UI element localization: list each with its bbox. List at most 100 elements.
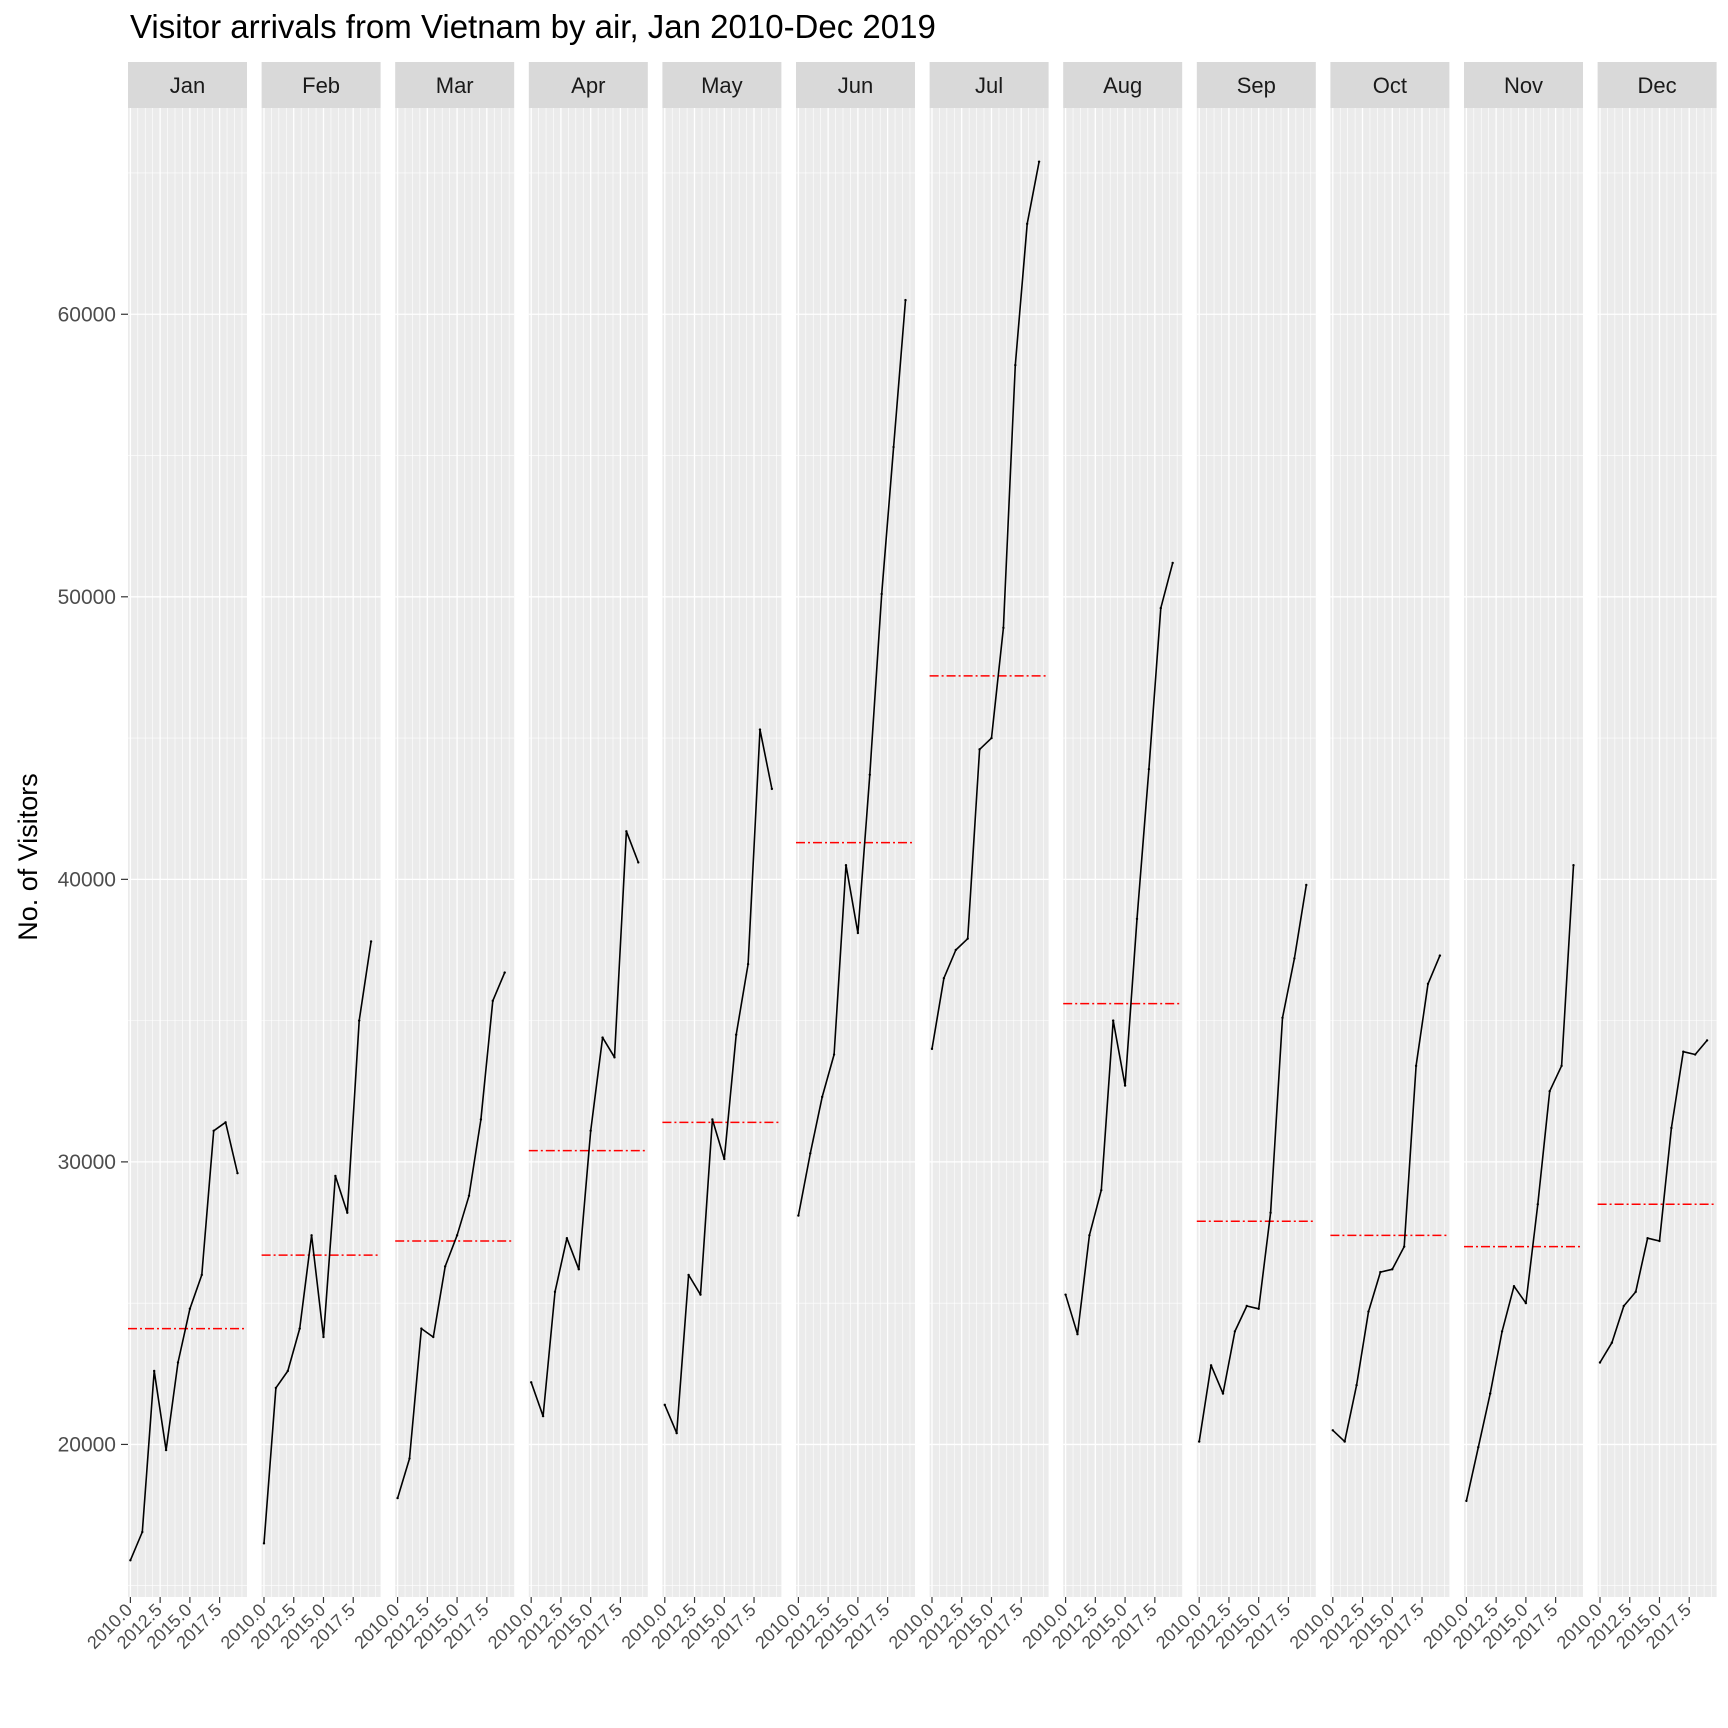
facet-strip [1196,62,1316,108]
facet-strip [261,62,381,108]
data-point [565,1236,569,1240]
data-point [734,1033,738,1036]
data-point [1002,626,1005,630]
y-axis: 20000 30000 40000 50000 60000 [58,303,128,1456]
data-point [1076,1333,1079,1336]
data-point [797,1214,800,1217]
data-point [1477,1446,1480,1449]
data-point [200,1273,203,1277]
data-point [1548,1090,1551,1093]
series-line [1599,1039,1708,1363]
facet-strip-label: Jul [975,73,1003,98]
data-point [880,592,883,596]
data-point [346,1211,349,1214]
y-tick-label: 20000 [58,1433,116,1456]
panel-background [796,108,915,1597]
data-point [699,1293,702,1296]
data-point [1488,1392,1492,1395]
data-point [1524,1301,1528,1305]
data-point [1233,1330,1237,1333]
facet-strip-label: May [701,73,743,98]
series-line [1198,884,1308,1442]
panel-background [929,108,1049,1597]
data-point [892,445,895,449]
data-point [491,999,494,1003]
data-point [152,1369,156,1373]
data-point [625,830,628,833]
data-point [1634,1290,1637,1294]
panel-background [261,108,381,1597]
data-point [1610,1341,1614,1344]
data-point [856,931,860,935]
facet-strip [128,62,247,108]
data-point [1209,1364,1213,1367]
panel-background [128,108,247,1597]
series-line [1465,865,1575,1502]
data-point [396,1496,399,1500]
data-point [1293,957,1296,960]
data-point [1343,1440,1346,1443]
data-point [1064,1293,1067,1296]
data-point [868,773,871,777]
data-point [930,1047,934,1051]
data-point [1147,767,1151,771]
data-point [758,728,762,731]
data-point [286,1369,289,1373]
data-point [1245,1304,1248,1308]
data-point [663,1403,666,1407]
data-point [1197,1440,1201,1443]
facet-strip-label: Mar [436,73,474,98]
facet-strip [528,62,648,108]
data-point [1014,363,1017,367]
data-point [298,1327,301,1330]
data-point [1111,1019,1115,1022]
data-point [1705,1039,1709,1042]
data-point [529,1381,533,1384]
facet-strip [1464,62,1583,108]
data-point [1281,1016,1284,1019]
data-point [966,937,969,940]
facet-strip-label: Dec [1638,73,1677,98]
data-point [1159,606,1162,610]
data-point [224,1121,227,1124]
data-point [1693,1053,1697,1056]
facet-strip-label: Aug [1103,73,1142,98]
y-axis-label: No. of Visitors [13,773,43,941]
y-tick-label: 60000 [58,303,116,326]
data-point [1088,1234,1091,1237]
data-point [1658,1239,1661,1243]
data-point [1269,1211,1272,1214]
data-point [577,1268,580,1271]
data-point [310,1234,313,1237]
facet-strip [796,62,915,108]
data-point [1438,954,1442,957]
data-point [1402,1245,1406,1248]
data-point [1622,1304,1625,1308]
data-point [1100,1188,1103,1192]
facet-strip [1063,62,1183,108]
series-line [931,161,1040,1050]
data-point [541,1414,545,1418]
series-line [129,1121,239,1561]
y-tick-label: 50000 [58,586,116,609]
facet-strip-label: Jun [838,73,873,98]
data-point [675,1431,678,1435]
data-point [1037,160,1041,163]
data-point [443,1265,447,1268]
data-point [176,1361,180,1364]
data-point [503,971,506,974]
data-point [1331,1429,1334,1432]
data-point [334,1174,337,1178]
data-point [408,1457,411,1460]
data-point [262,1542,266,1545]
data-point [432,1335,435,1339]
data-point [1379,1270,1382,1274]
data-point [1414,1064,1418,1068]
